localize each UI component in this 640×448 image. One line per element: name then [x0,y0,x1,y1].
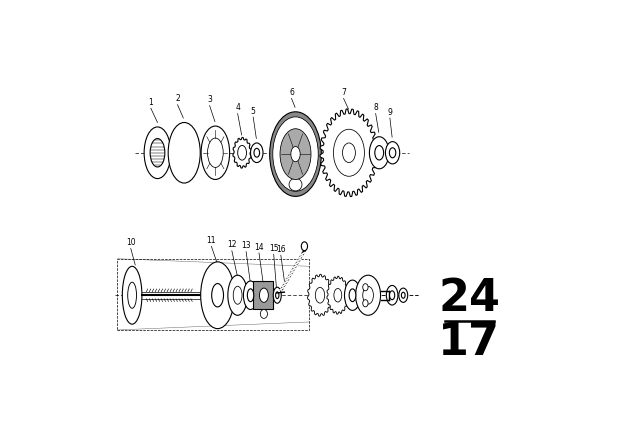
Ellipse shape [375,146,383,160]
Text: 15: 15 [269,244,278,253]
Polygon shape [327,276,349,314]
Text: 3: 3 [207,95,212,104]
Ellipse shape [389,148,396,158]
Ellipse shape [363,284,368,291]
Ellipse shape [237,146,246,160]
Text: 7: 7 [341,88,346,97]
Ellipse shape [390,291,395,300]
Bar [117,259,309,330]
Text: 14: 14 [254,243,264,252]
Polygon shape [308,274,332,316]
Text: 10: 10 [126,238,136,247]
Text: 9: 9 [387,108,392,116]
Ellipse shape [201,126,230,180]
Text: 5: 5 [251,107,255,116]
Ellipse shape [144,127,171,179]
Text: 6: 6 [289,88,294,97]
Text: 16: 16 [276,245,285,254]
Ellipse shape [247,289,253,302]
Text: 4: 4 [235,103,240,112]
Text: 17: 17 [438,321,500,364]
Ellipse shape [401,292,405,298]
Text: 8: 8 [373,103,378,112]
Ellipse shape [168,122,200,183]
Ellipse shape [201,262,234,329]
Ellipse shape [301,242,308,251]
Ellipse shape [280,129,311,180]
Ellipse shape [259,288,268,302]
Ellipse shape [207,138,223,168]
Ellipse shape [387,285,398,305]
Ellipse shape [273,117,318,191]
Ellipse shape [122,266,142,324]
Ellipse shape [243,281,258,310]
Ellipse shape [212,284,223,307]
Ellipse shape [269,112,321,196]
Polygon shape [320,109,378,197]
Ellipse shape [385,142,400,164]
Ellipse shape [333,129,364,176]
Ellipse shape [349,289,356,302]
Text: 1: 1 [148,98,153,107]
Ellipse shape [369,137,389,169]
Ellipse shape [128,282,136,308]
Text: 11: 11 [207,236,216,245]
Ellipse shape [334,289,342,302]
Ellipse shape [363,300,368,307]
Text: 2: 2 [175,95,180,103]
Ellipse shape [363,286,373,304]
FancyBboxPatch shape [253,281,273,310]
Ellipse shape [273,287,281,303]
Ellipse shape [254,148,260,157]
Ellipse shape [250,143,263,163]
Ellipse shape [228,275,248,315]
Ellipse shape [356,275,381,315]
Ellipse shape [344,280,360,310]
Ellipse shape [289,178,302,191]
Text: 13: 13 [241,241,251,250]
Ellipse shape [342,143,355,163]
Text: 12: 12 [227,241,237,250]
Ellipse shape [150,138,165,167]
Ellipse shape [233,286,242,304]
Polygon shape [233,138,252,168]
Ellipse shape [316,287,324,303]
Ellipse shape [291,146,300,162]
Ellipse shape [276,292,279,299]
Ellipse shape [399,288,408,302]
Ellipse shape [260,310,268,319]
Text: 24: 24 [438,277,500,320]
